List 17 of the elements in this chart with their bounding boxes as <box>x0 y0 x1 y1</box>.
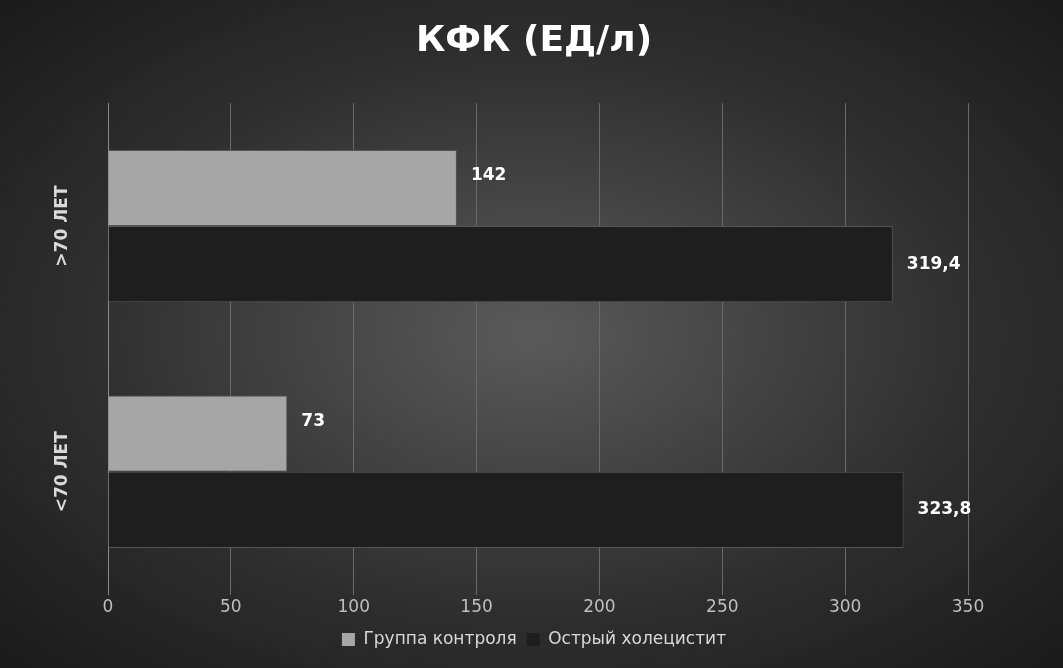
y-tick-label: <70 ЛЕТ <box>51 430 72 513</box>
legend-label: Группа контроля <box>363 627 517 648</box>
data-label: 73 <box>301 410 326 431</box>
data-label: 319,4 <box>906 252 961 273</box>
x-tick-label: 150 <box>460 596 493 617</box>
x-tick-label: 250 <box>706 596 739 617</box>
x-tick-label: 200 <box>583 596 616 617</box>
x-tick-label: 0 <box>102 596 114 617</box>
data-label: 323,8 <box>917 498 972 519</box>
y-tick-label: >70 ЛЕТ <box>51 185 72 267</box>
legend-label: Острый холецистит <box>548 627 727 648</box>
x-tick-label: 50 <box>220 596 242 617</box>
x-tick-label: 350 <box>951 596 985 617</box>
chart-title: КФК (ЕД/л) <box>415 17 653 59</box>
data-label: 142 <box>470 164 507 185</box>
x-tick-label: 300 <box>828 596 862 617</box>
x-tick-label: 100 <box>337 596 370 617</box>
